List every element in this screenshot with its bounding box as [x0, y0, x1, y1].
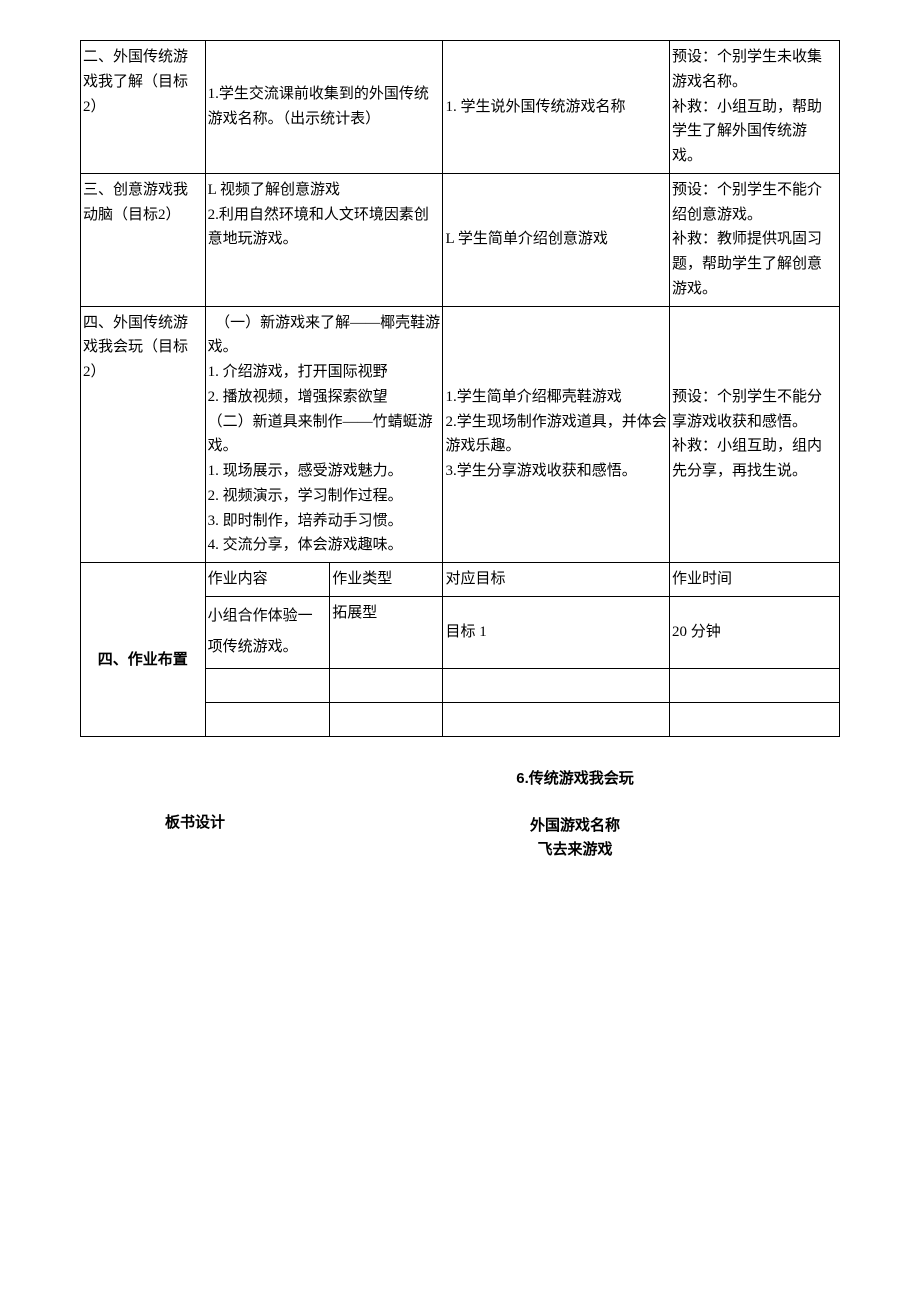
footer-line2: 飞去来游戏: [310, 838, 840, 863]
empty-cell: [670, 702, 840, 736]
empty-cell: [330, 702, 443, 736]
empty-cell: [443, 668, 670, 702]
empty-cell: [330, 668, 443, 702]
board-design-label: 板书设计: [165, 814, 225, 831]
hw-time: 20 分钟: [670, 596, 840, 668]
hw-header-content: 作业内容: [205, 563, 330, 597]
footer-line1: 外国游戏名称: [310, 814, 840, 839]
footer-block: 板书设计 6.传统游戏我会玩 外国游戏名称 飞去来游戏: [80, 767, 840, 863]
homework-section-label: 四、作业布置: [81, 563, 206, 737]
cell-section-title: 二、外国传统游戏我了解（目标 2）: [81, 41, 206, 174]
table-row: 四、外国传统游戏我会玩（目标 2） （一）新游戏来了解——椰壳鞋游戏。1. 介绍…: [81, 306, 840, 563]
hw-content: 小组合作体验一项传统游戏。: [205, 596, 330, 668]
hw-type: 拓展型: [330, 596, 443, 668]
homework-header-row: 四、作业布置 作业内容 作业类型 对应目标 作业时间: [81, 563, 840, 597]
page-container: 二、外国传统游戏我了解（目标 2） 1.学生交流课前收集到的外国传统游戏名称。（…: [0, 0, 920, 923]
board-design-label-wrap: 板书设计: [80, 767, 310, 863]
cell-teacher-activity: L 视频了解创意游戏2.利用自然环境和人文环境因素创意地玩游戏。: [205, 173, 443, 306]
cell-student-activity: 1.学生简单介绍椰壳鞋游戏2.学生现场制作游戏道具，并体会游戏乐趣。3.学生分享…: [443, 306, 670, 563]
cell-preset-remedy: 预设：个别学生不能分享游戏收获和感悟。补救：小组互助，组内先分享，再找生说。: [670, 306, 840, 563]
empty-cell: [205, 702, 330, 736]
cell-student-activity: L 学生简单介绍创意游戏: [443, 173, 670, 306]
empty-cell: [205, 668, 330, 702]
hw-header-time: 作业时间: [670, 563, 840, 597]
hw-header-target: 对应目标: [443, 563, 670, 597]
empty-cell: [443, 702, 670, 736]
footer-title: 6.传统游戏我会玩: [310, 767, 840, 792]
hw-header-type: 作业类型: [330, 563, 443, 597]
cell-preset-remedy: 预设：个别学生不能介绍创意游戏。补救：教师提供巩固习题，帮助学生了解创意游戏。: [670, 173, 840, 306]
footer-center: 6.传统游戏我会玩 外国游戏名称 飞去来游戏: [310, 767, 840, 863]
cell-teacher-activity: （一）新游戏来了解——椰壳鞋游戏。1. 介绍游戏，打开国际视野2. 播放视频，增…: [205, 306, 443, 563]
table-row: 二、外国传统游戏我了解（目标 2） 1.学生交流课前收集到的外国传统游戏名称。（…: [81, 41, 840, 174]
cell-section-title: 三、创意游戏我动脑（目标2）: [81, 173, 206, 306]
cell-section-title: 四、外国传统游戏我会玩（目标 2）: [81, 306, 206, 563]
table-row: 三、创意游戏我动脑（目标2） L 视频了解创意游戏2.利用自然环境和人文环境因素…: [81, 173, 840, 306]
lesson-table: 二、外国传统游戏我了解（目标 2） 1.学生交流课前收集到的外国传统游戏名称。（…: [80, 40, 840, 737]
empty-cell: [670, 668, 840, 702]
cell-teacher-activity: 1.学生交流课前收集到的外国传统游戏名称。（出示统计表）: [205, 41, 443, 174]
cell-student-activity: 1. 学生说外国传统游戏名称: [443, 41, 670, 174]
cell-preset-remedy: 预设：个别学生未收集游戏名称。补救：小组互助，帮助学生了解外国传统游戏。: [670, 41, 840, 174]
hw-target: 目标 1: [443, 596, 670, 668]
